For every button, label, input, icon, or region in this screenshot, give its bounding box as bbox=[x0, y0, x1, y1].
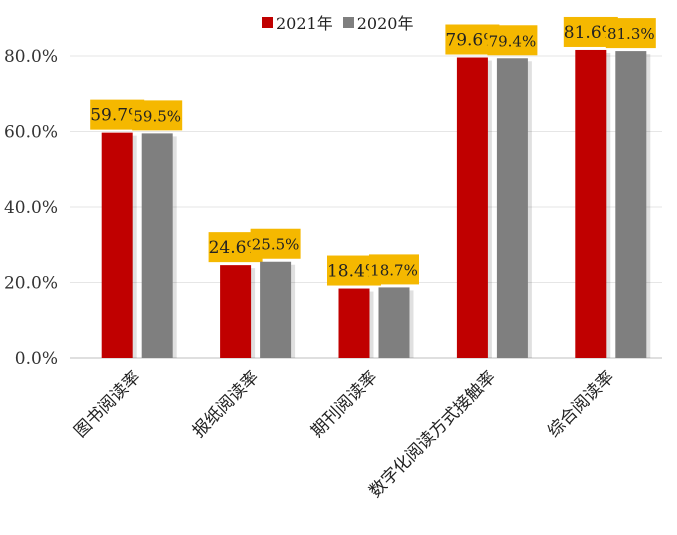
data-label: 79.4% bbox=[489, 32, 537, 50]
legend-item-2020: 2020年 bbox=[342, 10, 414, 34]
x-tick-label: 数字化阅读方式接触率 bbox=[366, 367, 500, 501]
data-label: 24.6% bbox=[209, 238, 263, 258]
data-label: 79.6% bbox=[445, 31, 499, 51]
bar-2021 bbox=[575, 49, 607, 359]
y-tick-label: 40.0% bbox=[4, 198, 58, 218]
legend: 2021年 2020年 bbox=[262, 10, 423, 34]
data-label-bg bbox=[250, 228, 301, 259]
legend-swatch-2021 bbox=[262, 16, 273, 28]
y-tick-label: 0.0% bbox=[15, 349, 58, 369]
bar-2020 bbox=[260, 261, 292, 358]
y-tick-label: 60.0% bbox=[4, 123, 58, 143]
data-label: 81.6% bbox=[564, 23, 618, 43]
legend-label-2021: 2021年 bbox=[276, 14, 333, 33]
x-tick-label: 期刊阅读率 bbox=[307, 367, 381, 441]
x-tick-label: 图书阅读率 bbox=[70, 367, 144, 441]
legend-label-2020: 2020年 bbox=[356, 14, 414, 33]
data-label-bg bbox=[605, 18, 656, 49]
data-label-bg bbox=[487, 25, 538, 56]
x-tick-label: 综合阅读率 bbox=[544, 367, 618, 441]
bar-2020 bbox=[615, 51, 647, 358]
data-label: 59.7% bbox=[90, 106, 144, 126]
data-label: 18.7% bbox=[370, 261, 418, 279]
y-tick-label: 80.0% bbox=[4, 47, 58, 67]
bar-2020 bbox=[496, 58, 528, 358]
legend-item-2021: 2021年 bbox=[262, 10, 333, 34]
bar-2021 bbox=[456, 57, 488, 358]
bar-2021 bbox=[101, 132, 133, 358]
data-label: 18.4% bbox=[327, 262, 381, 282]
data-label-bg bbox=[369, 254, 419, 285]
bar-2021 bbox=[338, 288, 370, 358]
x-tick-label: 报纸阅读率 bbox=[189, 367, 263, 441]
data-label: 81.3% bbox=[607, 25, 655, 43]
data-label: 25.5% bbox=[252, 236, 300, 254]
bar-2020 bbox=[141, 133, 173, 358]
bar-2021 bbox=[220, 265, 252, 358]
y-tick-label: 20.0% bbox=[4, 274, 58, 294]
data-label-bg bbox=[132, 100, 183, 131]
data-label: 59.5% bbox=[133, 107, 181, 125]
bar-2020 bbox=[378, 287, 410, 358]
legend-swatch-2020 bbox=[342, 16, 354, 28]
